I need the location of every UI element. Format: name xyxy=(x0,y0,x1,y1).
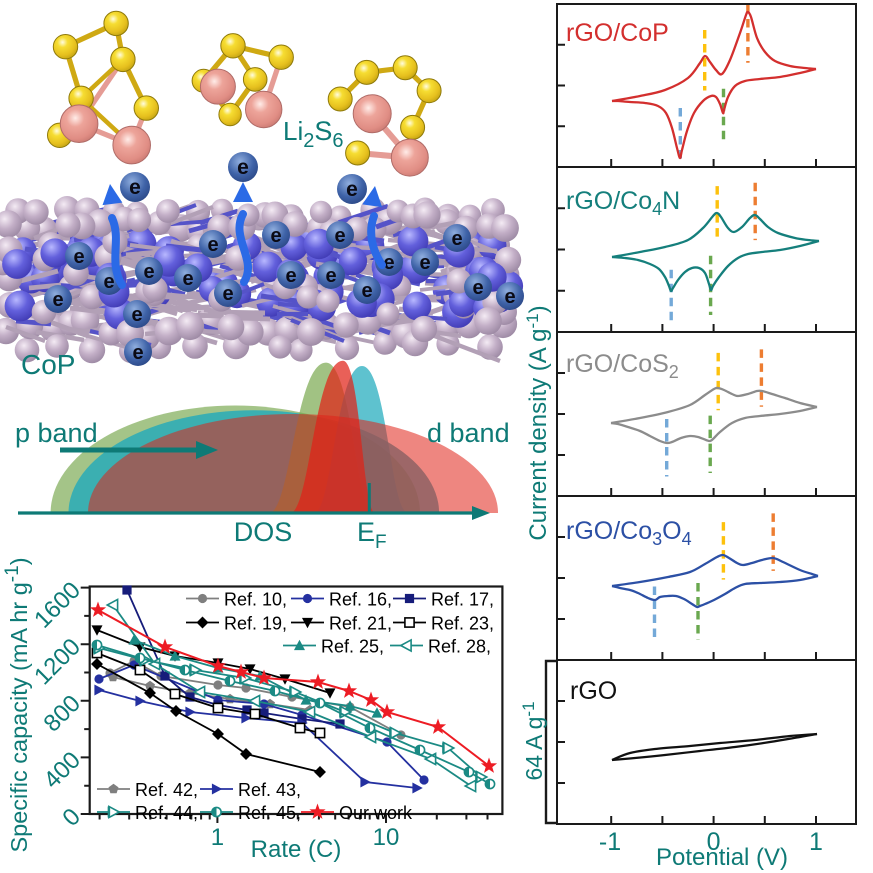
svg-text:Ref. 17,: Ref. 17, xyxy=(431,590,494,610)
svg-text:Ref. 25,: Ref. 25, xyxy=(321,637,384,657)
svg-text:e: e xyxy=(346,178,358,201)
svg-text:e: e xyxy=(222,283,233,305)
svg-text:1: 1 xyxy=(211,824,224,851)
svg-text:Ref. 21,: Ref. 21, xyxy=(329,614,392,634)
svg-text:p band: p band xyxy=(15,418,98,448)
svg-text:rGO/CoP: rGO/CoP xyxy=(566,19,669,47)
svg-text:e: e xyxy=(285,265,296,287)
svg-text:Rate (C): Rate (C) xyxy=(251,836,342,863)
svg-text:e: e xyxy=(237,156,249,179)
svg-text:Ref. 44,: Ref. 44, xyxy=(135,803,198,823)
svg-text:-1: -1 xyxy=(599,828,621,856)
svg-text:Li2S6: Li2S6 xyxy=(283,116,344,152)
svg-text:800: 800 xyxy=(39,690,86,737)
svg-text:Our work: Our work xyxy=(339,803,413,823)
svg-text:e: e xyxy=(52,289,63,311)
svg-text:e: e xyxy=(129,176,141,199)
svg-text:1600: 1600 xyxy=(29,577,86,634)
svg-text:rGO/CoS2: rGO/CoS2 xyxy=(566,350,679,382)
svg-text:e: e xyxy=(207,234,218,256)
svg-text:1200: 1200 xyxy=(29,633,86,690)
svg-text:Ref. 16,: Ref. 16, xyxy=(329,590,392,610)
svg-text:e: e xyxy=(472,277,483,299)
svg-text:CoP: CoP xyxy=(21,349,75,380)
svg-text:e: e xyxy=(361,280,372,302)
svg-text:64 A g-1: 64 A g-1 xyxy=(519,701,547,780)
svg-text:e: e xyxy=(334,225,345,247)
svg-text:Ref. 28,: Ref. 28, xyxy=(428,637,491,657)
svg-text:e: e xyxy=(132,342,143,364)
svg-text:0: 0 xyxy=(707,828,721,856)
svg-text:e: e xyxy=(103,271,114,293)
svg-text:1: 1 xyxy=(809,828,823,856)
svg-text:e: e xyxy=(143,261,154,283)
svg-text:Ref. 10,: Ref. 10, xyxy=(224,590,287,610)
svg-text:10: 10 xyxy=(373,824,400,851)
svg-text:e: e xyxy=(131,304,142,326)
svg-text:e: e xyxy=(419,252,430,274)
svg-text:rGO/Co3O4: rGO/Co3O4 xyxy=(566,517,692,549)
svg-text:400: 400 xyxy=(39,747,86,794)
svg-text:Ref. 43,: Ref. 43, xyxy=(238,780,301,800)
svg-text:Ref. 19,: Ref. 19, xyxy=(224,614,287,634)
svg-text:Ref. 42,: Ref. 42, xyxy=(135,780,198,800)
svg-text:EF: EF xyxy=(357,517,387,553)
svg-text:e: e xyxy=(73,246,84,268)
svg-text:Ref. 23,: Ref. 23, xyxy=(431,614,494,634)
svg-text:Ref. 45,: Ref. 45, xyxy=(238,803,301,823)
svg-text:Potential (V): Potential (V) xyxy=(656,844,788,871)
svg-text:rGO: rGO xyxy=(570,677,617,705)
svg-text:e: e xyxy=(504,286,515,308)
svg-text:DOS: DOS xyxy=(234,517,293,547)
svg-text:d band: d band xyxy=(427,418,510,448)
svg-text:e: e xyxy=(383,252,394,274)
svg-text:e: e xyxy=(451,228,462,250)
svg-text:rGO/Co4N: rGO/Co4N xyxy=(566,187,680,219)
svg-text:e: e xyxy=(270,225,281,247)
svg-text:e: e xyxy=(325,265,336,287)
svg-text:0: 0 xyxy=(57,803,86,832)
svg-text:Current density (A g-1): Current density (A g-1) xyxy=(523,305,552,540)
svg-text:e: e xyxy=(182,268,193,290)
svg-text:Specific capacity (mA hr g-1): Specific capacity (mA hr g-1) xyxy=(2,557,32,852)
